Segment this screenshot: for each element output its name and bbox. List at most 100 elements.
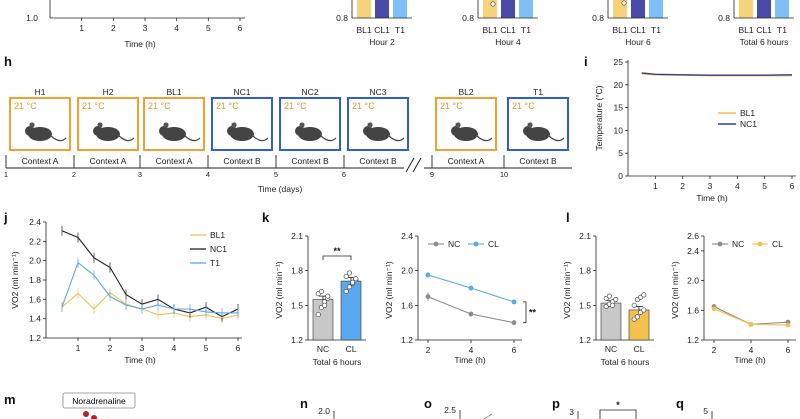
temperature-label: 21 °C xyxy=(440,101,463,111)
y-axis-label: Temperature (°C) xyxy=(594,85,604,150)
category-label: CL1 xyxy=(756,25,772,35)
y-tick-label: 2.6 xyxy=(687,231,699,241)
top-g-ytick: 1.0 xyxy=(26,13,38,23)
session-name: NC2 xyxy=(301,87,318,97)
data-point xyxy=(346,270,352,276)
y-tick-label: 1.6 xyxy=(687,305,699,315)
bar xyxy=(519,0,533,18)
y-tick-label: 1.2 xyxy=(687,335,699,345)
x-tick-label: 2 xyxy=(111,23,116,33)
y-tick-label: 2.0 xyxy=(401,266,413,276)
x-axis-label: Time (h) xyxy=(454,355,485,365)
x-tick-label: 5 xyxy=(206,23,211,33)
data-point xyxy=(425,294,431,300)
top-g-xlabel: Time (h) xyxy=(124,39,155,49)
data-point xyxy=(634,314,640,320)
legend-label: BL1 xyxy=(740,108,755,118)
x-tick-label: 1 xyxy=(653,181,658,191)
bar xyxy=(757,0,771,18)
data-point xyxy=(711,306,717,312)
mouse-ear xyxy=(367,122,373,128)
panel-label-n: n xyxy=(300,396,308,411)
mouse-icon xyxy=(451,122,493,142)
legend-label: CL xyxy=(772,239,783,249)
y-tick-label: 1.2 xyxy=(29,333,41,343)
series-line-nc1 xyxy=(641,72,793,76)
x-tick-label: 3 xyxy=(708,181,713,191)
molecule-dot xyxy=(91,415,97,419)
context-label: Context A xyxy=(448,156,485,166)
y-tick-label: 5 xyxy=(618,148,623,158)
schematic-xlabel: Time (days) xyxy=(258,184,303,194)
mouse-icon xyxy=(159,122,201,142)
y-tick-label: 25 xyxy=(614,57,624,67)
panel-label-o: o xyxy=(424,396,432,411)
bar xyxy=(340,280,362,341)
q-ytick: 5 xyxy=(703,406,708,416)
panel-title: Total 6 hours xyxy=(740,37,789,47)
day-label: 4 xyxy=(206,170,210,179)
y-axis-label: VO2 (ml min⁻¹) xyxy=(10,251,20,309)
noradrenaline-label: Noradrenaline xyxy=(72,396,126,406)
mouse-tail xyxy=(320,135,337,142)
y-tick-label: 2.0 xyxy=(29,256,41,266)
experiment-schematic: H1 21 °C Context A 1 H2 21 °C Context A 2 BL1 21 … xyxy=(4,87,572,179)
data-point xyxy=(621,0,627,6)
y-axis-label: VO2 (ml min⁻¹) xyxy=(384,261,394,319)
legend-label: T1 xyxy=(210,258,220,268)
y-tick-label: 1.5 xyxy=(579,300,591,310)
panel-label-j: j xyxy=(3,210,8,225)
mouse-head xyxy=(93,126,103,136)
mouse-head xyxy=(159,126,169,136)
n-ytick: 2.0 xyxy=(318,406,330,416)
data-point xyxy=(631,302,637,308)
mouse-ear xyxy=(97,122,103,128)
x-tick-label: 6 xyxy=(236,343,241,353)
bar xyxy=(649,0,663,18)
legend-marker xyxy=(717,241,723,247)
k-line-chart: 1.2 1.6 2.0 2.4 2 4 6 Time (h) VO2 (ml min⁻¹) NC C… xyxy=(384,231,537,365)
mouse-head xyxy=(363,126,373,136)
molecule-dot xyxy=(83,411,89,417)
legend-label: CL xyxy=(488,239,499,249)
series-line-nc xyxy=(427,296,515,324)
x-tick-label: 4 xyxy=(174,23,179,33)
x-axis-label: Time (h) xyxy=(696,193,727,203)
bar xyxy=(393,0,407,18)
x-axis-label: Total 6 hours xyxy=(601,357,650,367)
context-box xyxy=(211,97,273,151)
temperature-label: 21 °C xyxy=(284,101,307,111)
panel-title: Hour 6 xyxy=(625,37,651,47)
y-tick-label: 1.8 xyxy=(579,266,591,276)
x-axis-label: Time (h) xyxy=(124,355,155,365)
category-label: T1 xyxy=(651,25,661,35)
category-label: BL1 xyxy=(482,25,497,35)
y-axis-label: VO2 (ml min⁻¹) xyxy=(670,261,680,319)
y-tick-label: 1.2 xyxy=(291,335,303,345)
data-point xyxy=(350,279,356,285)
y-tick-label: 1.5 xyxy=(291,300,303,310)
series-line-t1 xyxy=(61,261,238,314)
l-bar-chart: 1.2 1.5 1.8 2.1 VO2 (ml min⁻¹) NC CL Total 6 ho… xyxy=(562,231,654,367)
mouse-tail xyxy=(184,135,201,142)
bar xyxy=(775,0,789,18)
category-label: NC xyxy=(605,344,617,354)
session-name: NC1 xyxy=(233,87,250,97)
y-tick-label: 0.8 xyxy=(336,13,348,23)
category-label: BL1 xyxy=(356,25,371,35)
mouse-ear xyxy=(231,122,237,128)
data-point xyxy=(343,288,349,294)
x-tick-label: 4 xyxy=(749,345,754,355)
mouse-icon xyxy=(523,122,565,142)
o-ytick: 2.5 xyxy=(444,405,456,415)
context-label: Context B xyxy=(291,156,329,166)
day-label: 10 xyxy=(500,170,508,179)
day-label: 9 xyxy=(430,170,434,179)
mouse-head xyxy=(451,126,461,136)
mouse-ear xyxy=(163,122,169,128)
data-point xyxy=(322,302,328,308)
significance-bracket xyxy=(523,301,527,324)
y-tick-label: 1.4 xyxy=(29,314,41,324)
mouse-icon xyxy=(227,122,269,142)
